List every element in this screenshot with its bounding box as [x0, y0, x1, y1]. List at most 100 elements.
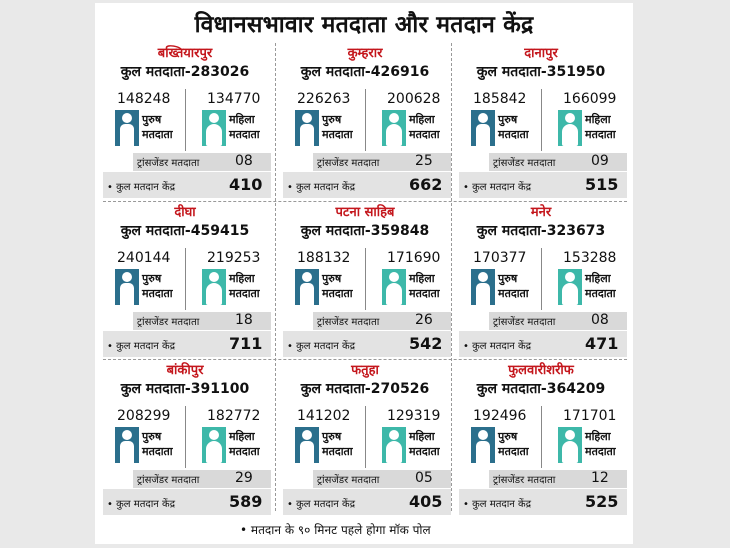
- constituency-name: बख्तियारपुर: [157, 46, 213, 61]
- transgender-count: 08: [235, 153, 253, 169]
- polling-centers-count: 471: [585, 334, 619, 353]
- constituency-card: फुलवारीशरीफ कुल मतदाता-364209 192496 171…: [455, 360, 627, 520]
- male-voter-label: पुरुष मतदाता: [322, 430, 353, 458]
- transgender-label: ट्रांसजेंडर मतदाता: [137, 475, 200, 486]
- polling-centers-row: • कुल मतदान केंद्र 711: [103, 331, 271, 357]
- total-voters: कुल मतदाता-351950: [476, 64, 606, 80]
- transgender-count: 25: [415, 153, 433, 169]
- transgender-row: ट्रांसजेंडर मतदाता 05: [313, 470, 451, 488]
- constituency-card: फतुहा कुल मतदाता-270526 141202 129319 पु…: [279, 360, 451, 520]
- polling-centers-row: • कुल मतदान केंद्र 542: [283, 331, 451, 357]
- transgender-count: 12: [591, 470, 609, 486]
- female-voter-icon: [382, 427, 406, 463]
- polling-centers-label: • कुल मतदान केंद्र: [107, 341, 176, 352]
- constituency-card: बख्तियारपुर कुल मतदाता-283026 148248 134…: [99, 43, 271, 203]
- male-voter-count: 170377: [473, 250, 527, 266]
- polling-centers-row: • कुल मतदान केंद्र 515: [459, 172, 627, 198]
- female-voter-icon: [202, 427, 226, 463]
- constituency-card: कुम्हरार कुल मतदाता-426916 226263 200628…: [279, 43, 451, 203]
- polling-centers-count: 589: [229, 492, 263, 511]
- male-voter-icon: [115, 110, 139, 146]
- female-voter-label: महिला मतदाता: [409, 113, 440, 141]
- row-divider: [103, 359, 627, 360]
- polling-centers-row: • कुल मतदान केंद्र 662: [283, 172, 451, 198]
- female-voter-icon: [202, 269, 226, 305]
- transgender-label: ट्रांसजेंडर मतदाता: [137, 317, 200, 328]
- female-voter-count: 182772: [207, 408, 261, 424]
- female-voter-count: 129319: [387, 408, 441, 424]
- gender-divider: [365, 89, 366, 151]
- female-voter-icon: [558, 110, 582, 146]
- male-voter-icon: [115, 269, 139, 305]
- transgender-row: ट्रांसजेंडर मतदाता 29: [133, 470, 271, 488]
- female-voter-label: महिला मतदाता: [409, 272, 440, 300]
- male-voter-label: पुरुष मतदाता: [142, 272, 173, 300]
- total-voters: कुल मतदाता-270526: [300, 381, 430, 397]
- polling-centers-row: • कुल मतदान केंद्र 410: [103, 172, 271, 198]
- female-voter-icon: [558, 269, 582, 305]
- constituency-name: कुम्हरार: [347, 46, 383, 61]
- male-voter-label: पुरुष मतदाता: [142, 113, 173, 141]
- male-voter-label: पुरुष मतदाता: [322, 272, 353, 300]
- male-voter-icon: [471, 110, 495, 146]
- transgender-count: 09: [591, 153, 609, 169]
- polling-centers-row: • कुल मतदान केंद्र 525: [459, 489, 627, 515]
- column-divider: [451, 43, 452, 511]
- male-voter-label: पुरुष मतदाता: [498, 113, 529, 141]
- transgender-row: ट्रांसजेंडर मतदाता 08: [133, 153, 271, 171]
- transgender-label: ट्रांसजेंडर मतदाता: [493, 317, 556, 328]
- polling-centers-label: • कुल मतदान केंद्र: [287, 341, 356, 352]
- male-voter-count: 226263: [297, 91, 351, 107]
- polling-centers-count: 662: [409, 175, 443, 194]
- polling-centers-count: 525: [585, 492, 619, 511]
- transgender-label: ट्रांसजेंडर मतदाता: [317, 475, 380, 486]
- transgender-label: ट्रांसजेंडर मतदाता: [317, 317, 380, 328]
- row-divider: [103, 201, 627, 202]
- polling-centers-label: • कुल मतदान केंद्र: [287, 182, 356, 193]
- constituency-name: बांकीपुर: [166, 363, 204, 378]
- gender-divider: [365, 406, 366, 468]
- female-voter-count: 219253: [207, 250, 261, 266]
- polling-centers-count: 542: [409, 334, 443, 353]
- polling-centers-label: • कुल मतदान केंद्र: [463, 341, 532, 352]
- total-voters: कुल मतदाता-283026: [120, 64, 250, 80]
- transgender-row: ट्रांसजेंडर मतदाता 18: [133, 312, 271, 330]
- constituency-name: फतुहा: [351, 363, 379, 378]
- male-voter-icon: [471, 269, 495, 305]
- male-voter-count: 240144: [117, 250, 171, 266]
- constituency-card: मनेर कुल मतदाता-323673 170377 153288 पुर…: [455, 202, 627, 362]
- female-voter-count: 153288: [563, 250, 617, 266]
- gender-divider: [541, 248, 542, 310]
- polling-centers-count: 405: [409, 492, 443, 511]
- total-voters: कुल मतदाता-323673: [476, 223, 606, 239]
- male-voter-icon: [295, 427, 319, 463]
- female-voter-icon: [558, 427, 582, 463]
- male-voter-icon: [295, 269, 319, 305]
- male-voter-count: 188132: [297, 250, 351, 266]
- female-voter-label: महिला मतदाता: [229, 430, 260, 458]
- constituency-card: दीघा कुल मतदाता-459415 240144 219253 पुर…: [99, 202, 271, 362]
- male-voter-count: 141202: [297, 408, 351, 424]
- polling-centers-row: • कुल मतदान केंद्र 471: [459, 331, 627, 357]
- transgender-count: 29: [235, 470, 253, 486]
- constituency-name: मनेर: [530, 205, 552, 220]
- transgender-label: ट्रांसजेंडर मतदाता: [137, 158, 200, 169]
- polling-centers-label: • कुल मतदान केंद्र: [463, 182, 532, 193]
- polling-centers-count: 515: [585, 175, 619, 194]
- polling-centers-label: • कुल मतदान केंद्र: [287, 499, 356, 510]
- polling-centers-row: • कुल मतदान केंद्र 405: [283, 489, 451, 515]
- female-voter-count: 171701: [563, 408, 617, 424]
- transgender-count: 18: [235, 312, 253, 328]
- gender-divider: [541, 89, 542, 151]
- male-voter-label: पुरुष मतदाता: [498, 272, 529, 300]
- female-voter-count: 200628: [387, 91, 441, 107]
- infographic-card: विधानसभावार मतदाता और मतदान केंद्र बख्ति…: [95, 3, 633, 544]
- female-voter-count: 171690: [387, 250, 441, 266]
- footer-note: • मतदान के ९० मिनट पहले होगा मॉक पोल: [240, 523, 431, 537]
- polling-centers-count: 711: [229, 334, 263, 353]
- constituency-card: बांकीपुर कुल मतदाता-391100 208299 182772…: [99, 360, 271, 520]
- transgender-row: ट्रांसजेंडर मतदाता 26: [313, 312, 451, 330]
- total-voters: कुल मतदाता-459415: [120, 223, 250, 239]
- female-voter-label: महिला मतदाता: [585, 272, 616, 300]
- constituency-name: फुलवारीशरीफ: [508, 363, 574, 378]
